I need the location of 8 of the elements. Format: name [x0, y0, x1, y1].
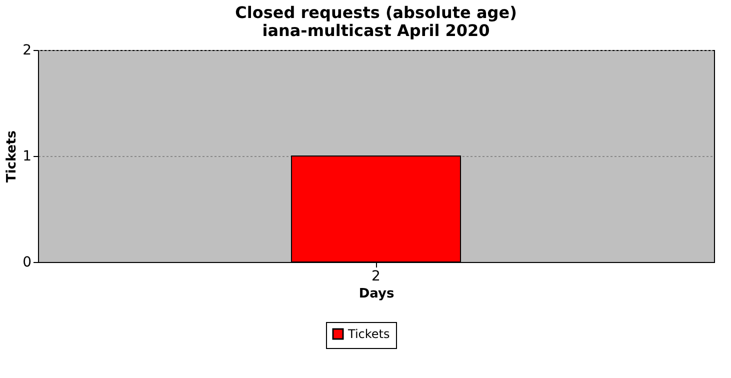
y-tick-label: 2: [22, 42, 32, 58]
y-tick-label: 1: [22, 148, 32, 164]
x-axis-title: Days: [358, 286, 394, 302]
chart-subtitle: iana-multicast April 2020: [262, 21, 490, 40]
y-tick-label: 0: [22, 254, 32, 270]
legend-label: Tickets: [347, 327, 390, 341]
chart-title: Closed requests (absolute age): [235, 3, 517, 22]
y-axis-title: Tickets: [4, 130, 20, 183]
